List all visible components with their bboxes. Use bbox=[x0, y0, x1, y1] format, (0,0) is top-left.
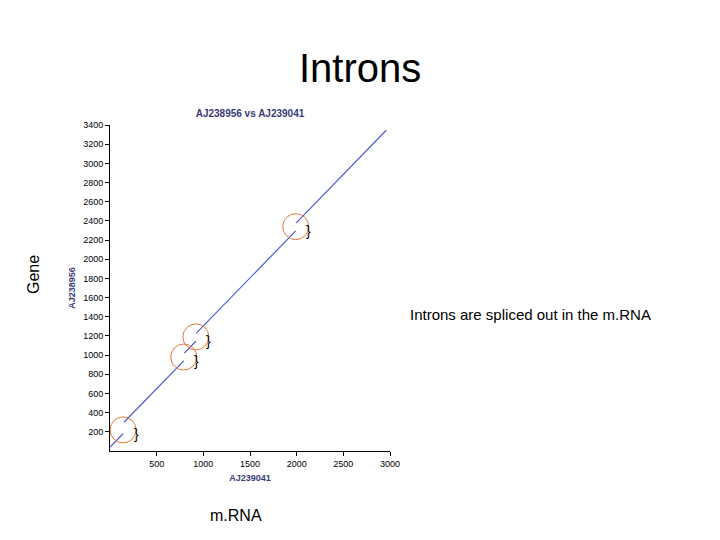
svg-text:1000: 1000 bbox=[83, 350, 103, 360]
svg-text:2800: 2800 bbox=[83, 178, 103, 188]
svg-text:AJ238956: AJ238956 bbox=[67, 267, 77, 309]
svg-text:200: 200 bbox=[88, 427, 103, 437]
svg-text:1000: 1000 bbox=[193, 459, 213, 469]
svg-text:1200: 1200 bbox=[83, 331, 103, 341]
svg-text:1400: 1400 bbox=[83, 312, 103, 322]
svg-text:2500: 2500 bbox=[333, 459, 353, 469]
svg-text:500: 500 bbox=[149, 459, 164, 469]
svg-text:}: } bbox=[194, 353, 199, 369]
svg-text:AJ238956 vs AJ239041: AJ238956 vs AJ239041 bbox=[196, 108, 305, 119]
svg-text:600: 600 bbox=[88, 389, 103, 399]
svg-text:800: 800 bbox=[88, 369, 103, 379]
svg-text:Gene: Gene bbox=[25, 255, 42, 294]
svg-text:1800: 1800 bbox=[83, 274, 103, 284]
svg-text:AJ239041: AJ239041 bbox=[229, 473, 271, 483]
svg-text:2000: 2000 bbox=[83, 254, 103, 264]
svg-text:}: } bbox=[306, 223, 311, 239]
svg-text:2000: 2000 bbox=[287, 459, 307, 469]
svg-text:3000: 3000 bbox=[83, 159, 103, 169]
svg-text:m.RNA: m.RNA bbox=[210, 507, 262, 524]
svg-text:2400: 2400 bbox=[83, 216, 103, 226]
svg-text:1600: 1600 bbox=[83, 293, 103, 303]
svg-text:3200: 3200 bbox=[83, 139, 103, 149]
svg-text:}: } bbox=[206, 333, 211, 349]
svg-text:1500: 1500 bbox=[240, 459, 260, 469]
svg-text:3400: 3400 bbox=[83, 120, 103, 130]
svg-text:2600: 2600 bbox=[83, 197, 103, 207]
svg-text:}: } bbox=[134, 426, 139, 442]
svg-text:Introns are spliced out in the: Introns are spliced out in the m.RNA bbox=[410, 306, 651, 323]
svg-text:3000: 3000 bbox=[380, 459, 400, 469]
svg-text:Introns: Introns bbox=[299, 46, 421, 90]
svg-text:400: 400 bbox=[88, 408, 103, 418]
svg-text:2200: 2200 bbox=[83, 235, 103, 245]
